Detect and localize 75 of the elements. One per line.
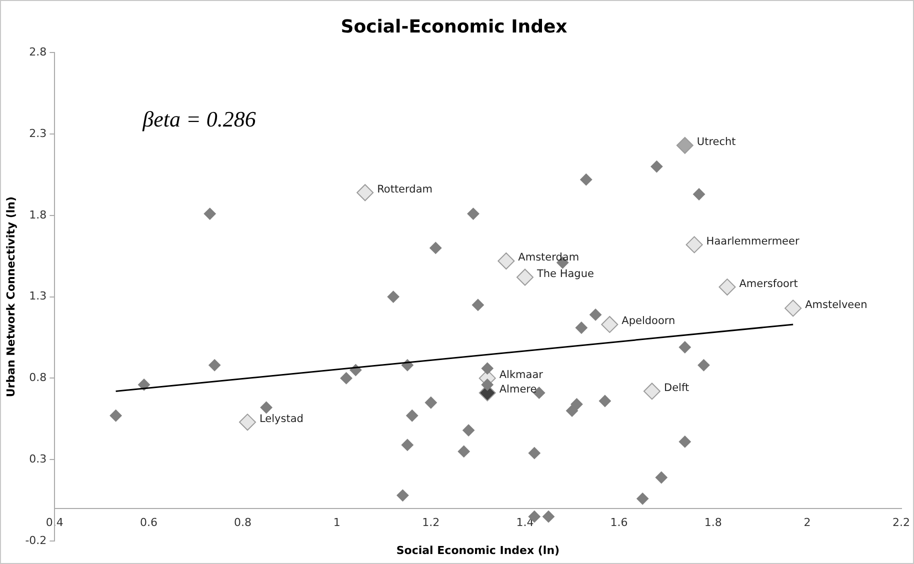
annotation: The Hague	[536, 268, 594, 280]
y-tick-label: 0.3	[29, 452, 47, 466]
point	[655, 472, 668, 484]
point	[481, 378, 494, 391]
point	[239, 414, 256, 431]
point	[580, 174, 592, 186]
point	[424, 396, 437, 409]
annotation: Rotterdam	[377, 183, 432, 196]
point	[204, 208, 216, 220]
x-tick-label: 1.2	[422, 516, 440, 529]
x-tick-label: 0.6	[140, 516, 158, 529]
point	[678, 341, 691, 354]
y-axis-title: Urban Network Connectivity (ln)	[4, 196, 18, 398]
point	[208, 359, 221, 372]
y-tick-label: -0.2	[25, 534, 47, 547]
point	[406, 410, 418, 422]
y-tick-label: 0.8	[29, 371, 47, 384]
annotation: Amsterdam	[518, 252, 580, 264]
point	[340, 372, 352, 384]
x-tick-label: 0.4	[46, 516, 64, 529]
point	[698, 359, 710, 372]
point	[462, 424, 475, 436]
y-tick-label: 2.8	[29, 45, 47, 58]
x-tick-label: 1.8	[704, 516, 722, 529]
point	[575, 322, 588, 334]
point	[678, 436, 691, 448]
point	[516, 268, 534, 286]
point	[481, 362, 494, 374]
x-tick-label: 2	[804, 516, 811, 529]
point	[458, 445, 470, 458]
point	[467, 208, 480, 220]
point	[693, 188, 706, 200]
point	[643, 382, 660, 400]
point	[260, 402, 272, 414]
point	[138, 378, 150, 391]
point	[686, 236, 703, 254]
point	[387, 290, 400, 303]
point	[784, 300, 802, 317]
x-tick-label: 0.8	[234, 516, 252, 529]
annotation: Utrecht	[696, 136, 736, 148]
point	[636, 492, 649, 505]
x-tick-label: 1.6	[610, 516, 628, 529]
annotation: Amersfoort	[739, 278, 798, 290]
point	[542, 510, 555, 523]
y-tick-label: 1.8	[29, 208, 47, 222]
point	[650, 160, 663, 173]
point	[566, 404, 578, 417]
point	[472, 298, 484, 311]
y-tick-label: 2.3	[29, 126, 47, 140]
point	[498, 252, 515, 270]
annotation: Delft	[664, 382, 690, 394]
point	[590, 308, 602, 321]
point	[528, 447, 540, 460]
x-tick-label: 1	[333, 516, 340, 529]
point	[598, 394, 611, 407]
point	[356, 184, 374, 202]
annotation: Apeldoorn	[622, 315, 676, 328]
point	[718, 278, 736, 296]
annotation: Amstelveen	[805, 298, 868, 311]
point	[601, 316, 618, 333]
x-axis-title: Social Economic Index (ln)	[396, 544, 560, 558]
point	[401, 438, 414, 451]
annotation: βeta = 0.286	[142, 106, 256, 132]
annotation: Alkmaar	[499, 368, 544, 381]
annotation: Lelystad	[259, 412, 304, 425]
y-tick-label: 1.3	[29, 290, 47, 303]
x-tick-label: 2.2	[892, 516, 910, 529]
point	[676, 136, 694, 154]
annotation: Haarlemmermeer	[706, 235, 800, 248]
chart-title: Social-Economic Index	[340, 16, 568, 38]
point	[110, 410, 122, 422]
point	[570, 398, 583, 410]
point	[396, 489, 409, 502]
point	[430, 242, 442, 254]
annotation: Almere	[499, 384, 537, 396]
